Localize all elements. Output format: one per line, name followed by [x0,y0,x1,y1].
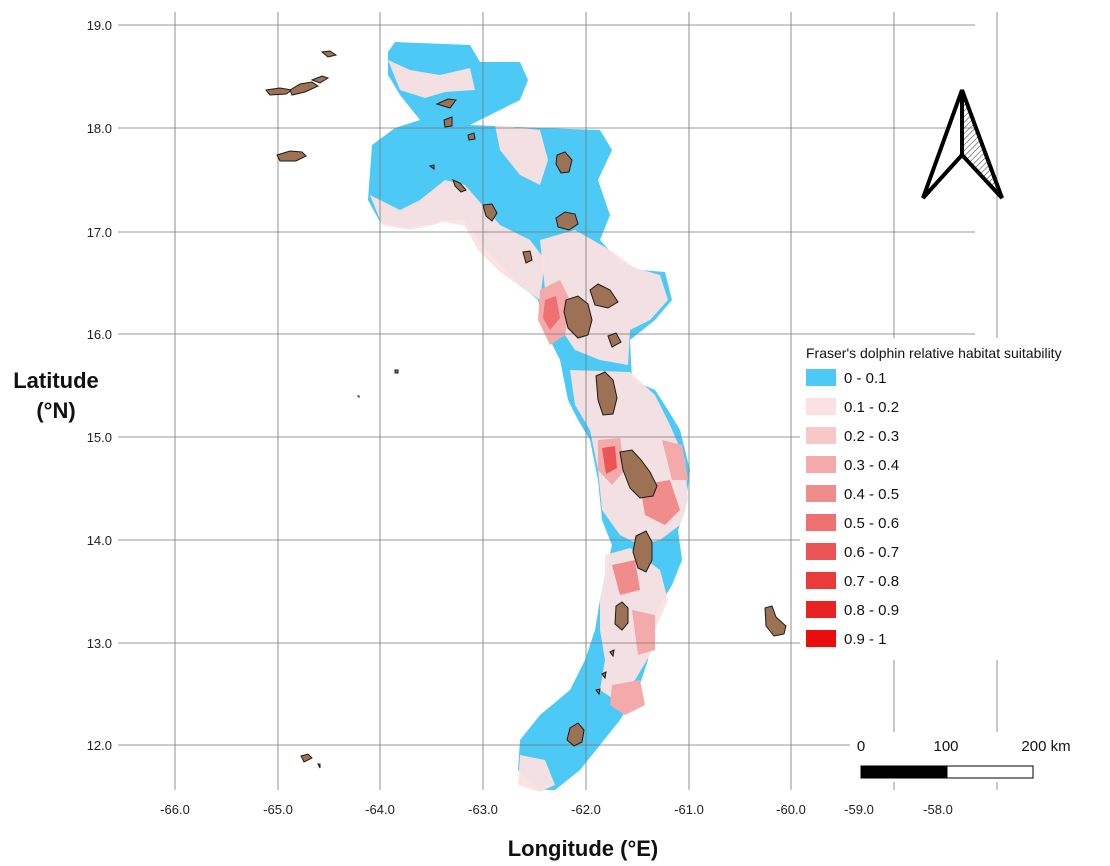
scale-bar: 0 100 200 km [850,732,1080,782]
legend-label: 0.5 - 0.6 [844,515,899,532]
suitability-zone-05-07 [602,446,617,474]
y-axis-title-line1: Latitude [13,368,99,393]
legend: Fraser's dolphin relative habitat suitab… [800,338,1108,660]
x-axis-title: Longitude (°E) [508,836,659,861]
island [595,371,618,416]
island [443,116,453,128]
legend-label: 0 - 0.1 [844,370,887,387]
island [609,649,615,658]
y-tick-label: 16.0 [87,327,112,342]
island [435,98,457,109]
x-tick-label: -58.0 [923,802,953,817]
island [555,151,573,174]
island [452,179,467,193]
island [310,75,330,84]
legend-label: 0.4 - 0.5 [844,486,899,503]
suitability-zone-01-02 [495,125,548,185]
legend-label: 0.3 - 0.4 [844,457,899,474]
island [356,395,360,399]
island [320,50,338,58]
island [563,295,593,339]
y-tick-label: 13.0 [87,636,112,651]
y-tick-label: 12.0 [87,738,112,753]
x-tick-label: -66.0 [160,802,190,817]
y-tick-label: 15.0 [87,430,112,445]
legend-swatch [806,485,836,502]
legend-label: 0.6 - 0.7 [844,544,899,561]
island [632,530,653,573]
legend-label: 0.7 - 0.8 [844,573,899,590]
legend-label: 0.2 - 0.3 [844,428,899,445]
scale-label-0: 0 [857,738,865,755]
island [764,605,787,637]
island [482,203,498,222]
x-tick-label: -63.0 [468,802,498,817]
habitat-suitability-raster [368,42,690,792]
island [428,164,435,170]
y-tick-label: 19.0 [87,18,112,33]
y-axis-title-line2: (°N) [36,398,75,423]
graticule [118,12,998,790]
island [619,449,658,499]
x-tick-label: -61.0 [674,802,704,817]
scale-bar-black-segment [860,765,948,779]
island [317,763,321,769]
island [607,332,622,348]
legend-label: 0.9 - 1 [844,631,887,648]
x-tick-labels: -66.0 -65.0 -64.0 -63.0 -62.0 -61.0 -60.… [160,802,953,817]
legend-title: Fraser's dolphin relative habitat suitab… [806,345,1062,361]
island [589,283,619,309]
suitability-zone-01-02 [518,755,555,792]
suitability-zone-01-02 [388,60,475,98]
island [467,132,476,141]
legend-label: 0.8 - 0.9 [844,602,899,619]
island [394,369,399,374]
island [522,250,533,264]
scale-bar-white-segment [946,765,1034,779]
island [555,211,579,231]
suitability-zone-03-05 [662,440,688,480]
island [300,753,313,763]
legend-label: 0.1 - 0.2 [844,399,899,416]
y-tick-label: 17.0 [87,225,112,240]
land-islands [265,50,787,769]
scale-label-200: 200 km [1021,738,1070,755]
island [265,87,294,96]
x-tick-label: -60.0 [776,802,806,817]
y-tick-label: 14.0 [87,533,112,548]
x-tick-label: -59.0 [844,802,874,817]
island [276,150,307,162]
legend-swatch [806,572,836,589]
island [601,671,607,680]
legend-swatch [806,543,836,560]
north-arrow-left-half [921,89,964,200]
island [289,81,320,96]
x-tick-label: -64.0 [365,802,395,817]
legend-swatch [806,427,836,444]
legend-swatch [806,398,836,415]
legend-swatch [806,630,836,647]
suitability-zone-01-02 [370,180,545,300]
island [614,601,629,631]
y-tick-label: 18.0 [87,121,112,136]
y-tick-labels: 19.0 18.0 17.0 16.0 15.0 14.0 13.0 12.0 [87,18,112,753]
island [566,722,585,747]
legend-swatch [806,369,836,386]
suitability-zone-03-05 [612,560,640,595]
north-arrow-icon [921,89,1004,200]
legend-swatch [806,514,836,531]
suitability-zone-03-05 [632,610,655,655]
legend-swatch [806,456,836,473]
north-arrow-right-half [960,89,1004,200]
legend-swatch [806,601,836,618]
suitability-zone-03-05 [610,680,645,715]
suitability-zone-05-07 [543,296,560,330]
x-tick-label: -65.0 [263,802,293,817]
scale-label-100: 100 [933,738,958,755]
island [595,688,601,696]
legend-background [800,338,1108,660]
x-tick-label: -62.0 [571,802,601,817]
